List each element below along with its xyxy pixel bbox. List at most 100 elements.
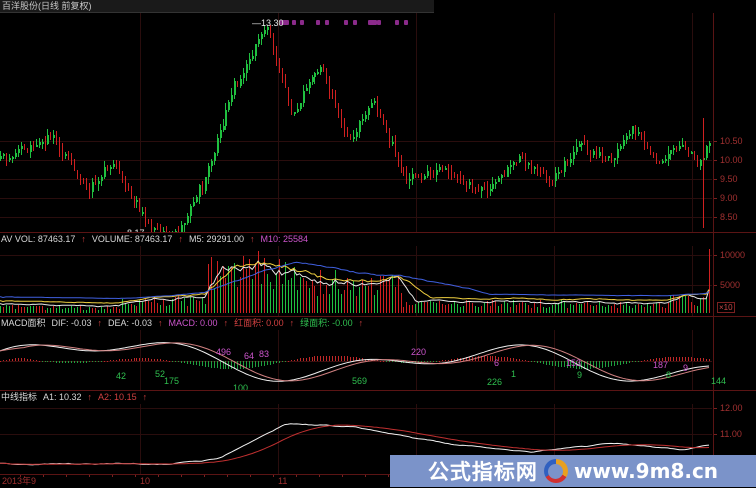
macd-hist-bar [231, 361, 232, 370]
candlestick [409, 178, 411, 182]
price-gridline-3 [0, 198, 712, 199]
volume-bar [383, 276, 384, 313]
volume-bar [386, 279, 387, 313]
candlestick [650, 148, 651, 153]
macd-hist-bar [679, 356, 680, 361]
macd-hist-bar [424, 361, 425, 363]
macd-hist-bar [617, 361, 618, 366]
header-field-6: ↑ [223, 318, 229, 328]
macd-hist-bar [9, 359, 10, 361]
volume-bar [211, 257, 212, 313]
macd-hist-bar [314, 356, 315, 361]
macd-hist-bar [454, 358, 455, 361]
volume-bar [344, 290, 345, 313]
candle-wick [178, 226, 179, 232]
volume-bar [107, 306, 108, 313]
macd-hist-bar [306, 357, 307, 361]
macd-hist-bar [386, 361, 387, 362]
candlestick [460, 177, 461, 180]
candlestick [9, 158, 11, 161]
candle-wick [516, 161, 517, 167]
candlestick [276, 52, 277, 63]
candlestick [581, 142, 583, 145]
macd-hist-bar [300, 358, 301, 361]
volume-bar [590, 305, 591, 313]
candlestick [484, 186, 485, 189]
candlestick [6, 154, 7, 160]
macd-hist-bar [673, 356, 674, 361]
macd-hist-bar [36, 360, 37, 362]
volume-bar [679, 296, 680, 313]
candlestick [442, 167, 443, 170]
volume-bar [74, 308, 75, 313]
macd-hist-bar [697, 357, 698, 361]
volume-panel[interactable]: 10000 5000 ×10 AV VOL: 87463.17 ↑ VOLUME: 87… [0, 233, 756, 316]
candlestick [3, 154, 5, 156]
volume-bar [392, 275, 393, 313]
price-signal-marker-0 [280, 20, 289, 25]
candle-wick [445, 165, 446, 171]
volume-bar [525, 303, 526, 313]
macd-hist-bar [220, 361, 221, 369]
header-field-0: 中线指标 [1, 392, 38, 402]
candlestick [688, 148, 689, 153]
macd-hist-bar [190, 361, 191, 365]
candle-wick [638, 127, 639, 136]
macd-hist-bar [448, 359, 449, 361]
macd-hist-bar [383, 360, 384, 362]
candlestick [623, 139, 625, 147]
candlestick [223, 125, 225, 131]
candlestick [377, 100, 378, 115]
candlestick [344, 123, 345, 131]
macd-hist-bar [208, 361, 209, 368]
x-axis-tick [388, 475, 389, 477]
volume-bar [110, 309, 111, 313]
volume-gridline-0 [0, 255, 712, 256]
volume-bar [3, 307, 4, 313]
macd-hist-bar [540, 361, 541, 364]
candlestick [0, 155, 2, 159]
volume-bar [442, 304, 443, 313]
volume-bar [335, 270, 336, 313]
candlestick [398, 152, 399, 161]
macd-hist-bar [205, 361, 206, 367]
volume-bar [617, 308, 618, 313]
candlestick [332, 94, 333, 98]
header-field-9: 绿面积: -0.00 [300, 318, 353, 328]
candlestick [403, 169, 404, 171]
candlestick [673, 147, 675, 151]
volume-bar [309, 288, 310, 313]
candle-wick [454, 171, 455, 178]
candlestick [679, 145, 681, 150]
candlestick [131, 187, 132, 197]
candlestick [243, 73, 245, 79]
volume-bar [528, 305, 529, 313]
volume-bar [472, 303, 473, 313]
volume-bar [638, 304, 639, 313]
candle-wick [169, 231, 170, 232]
macd-hist-bar [142, 358, 143, 361]
header-field-1: DIF: -0.03 [51, 318, 92, 328]
candlestick [392, 141, 394, 144]
volume-bar [157, 303, 158, 313]
macd-hist-bar [395, 361, 396, 363]
candlestick [187, 215, 189, 224]
candlestick [685, 145, 686, 149]
macd-panel[interactable]: 42 52 64 175 100 496 83 569 220 226 6 1 153 9 187 8 9 144… [0, 317, 756, 390]
volume-bar [181, 301, 182, 313]
macd-hist-bar [368, 359, 369, 361]
price-signal-marker-6 [353, 20, 357, 25]
candlestick [620, 146, 622, 149]
candlestick [113, 164, 115, 167]
volume-bar [537, 307, 538, 313]
macd-hist-bar [297, 359, 298, 361]
volume-bar [412, 305, 413, 313]
volume-bar [475, 306, 476, 313]
macd-hist-bar [98, 361, 99, 362]
candlestick [451, 172, 452, 174]
price-panel[interactable]: 10.50 10.00 9.50 9.00 8.50 —13.30 —8.17 [0, 13, 756, 232]
volume-bar [285, 262, 286, 313]
macd-hist-bar [202, 361, 203, 367]
volume-bar [270, 282, 271, 313]
macd-hist-bar [113, 359, 114, 361]
